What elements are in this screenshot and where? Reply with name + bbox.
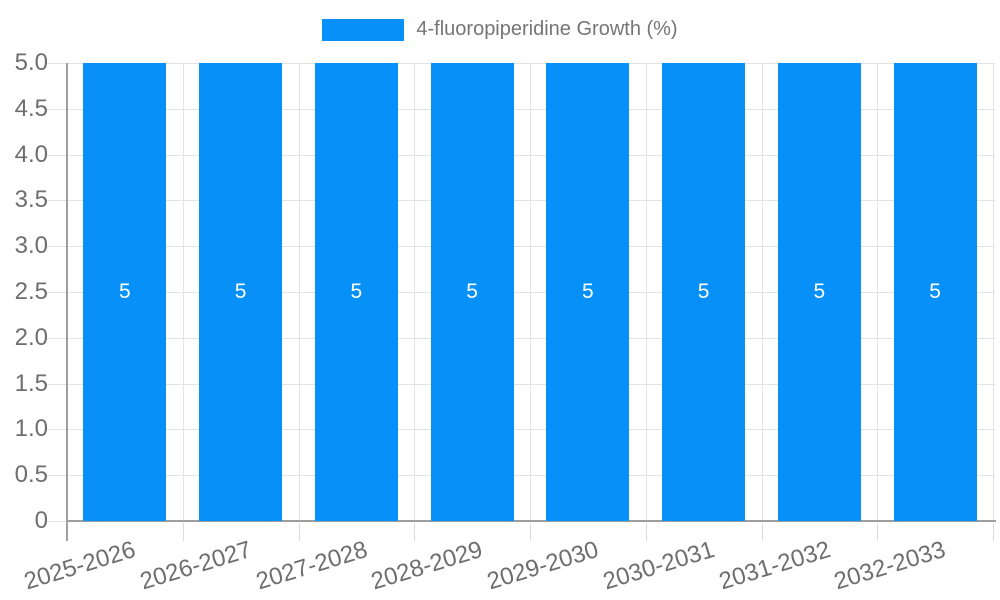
y-axis-tick-label: 0: [34, 507, 48, 534]
legend-item[interactable]: 4-fluoropiperidine Growth (%): [0, 18, 1000, 41]
y-axis-tick-label: 1.0: [14, 415, 48, 443]
bar[interactable]: [777, 63, 861, 521]
y-axis-tick-label: 0.5: [14, 461, 48, 489]
x-tick-mark: [298, 523, 300, 541]
y-axis-tick-label: 2.0: [14, 323, 48, 351]
x-gridline: [414, 63, 416, 521]
y-axis-tick-label: 5.0: [14, 49, 48, 76]
y-axis-line: [66, 63, 68, 541]
bar-value-label: 5: [119, 280, 131, 303]
bar-value-label: 5: [813, 280, 826, 303]
y-gridline: [47, 63, 995, 64]
bar[interactable]: [893, 63, 977, 521]
x-gridline: [761, 63, 763, 521]
bar[interactable]: [430, 63, 514, 521]
x-gridline: [182, 63, 184, 521]
y-gridline: [47, 200, 995, 202]
y-gridline: [47, 475, 995, 477]
bar-value-label: 5: [582, 280, 594, 303]
y-gridline: [47, 292, 995, 293]
x-axis-tick-label: 2026-2027: [136, 536, 255, 596]
bar-value-label: 5: [697, 280, 710, 303]
bar-value-label: 5: [350, 280, 363, 303]
x-tick-mark: [761, 523, 763, 541]
bar-value-label: 5: [929, 280, 941, 303]
x-tick-mark: [877, 523, 879, 541]
y-gridline: [47, 108, 995, 110]
x-axis-tick-label: 2030-2031: [599, 536, 718, 596]
x-tick-mark: [530, 523, 531, 541]
bar[interactable]: [662, 63, 746, 521]
x-axis-tick-label: 2025-2026: [21, 536, 139, 596]
bar[interactable]: [83, 63, 167, 521]
bar[interactable]: [314, 63, 398, 521]
y-axis-tick-label: 1.5: [14, 369, 48, 397]
bar-value-label: 5: [466, 280, 478, 303]
bar[interactable]: [199, 63, 283, 521]
x-gridline: [298, 63, 300, 521]
x-axis-line: [66, 520, 996, 522]
y-gridline: [47, 246, 995, 248]
x-gridline: [530, 63, 531, 521]
y-axis-tick-label: 3.0: [14, 232, 48, 260]
x-gridline: [993, 63, 994, 521]
y-axis-tick-label: 4.5: [14, 94, 48, 122]
x-axis-tick-label: 2028-2029: [368, 536, 487, 596]
x-tick-mark: [993, 523, 994, 541]
bar-value-label: 5: [234, 280, 247, 303]
y-gridline: [47, 429, 995, 431]
y-gridline: [47, 154, 995, 156]
x-tick-mark: [182, 523, 184, 541]
y-gridline: [47, 337, 995, 339]
bar[interactable]: [546, 63, 630, 521]
x-axis-tick-label: 2029-2030: [484, 536, 602, 596]
x-axis-tick-label: 2027-2028: [252, 536, 371, 596]
legend-color-swatch: [322, 18, 405, 41]
x-gridline: [645, 63, 647, 521]
y-axis-tick-label: 3.5: [14, 186, 48, 214]
y-tick-mark: [47, 521, 67, 522]
x-tick-mark: [645, 523, 647, 541]
y-axis-tick-label: 2.5: [14, 278, 48, 305]
x-axis-tick-label: 2031-2032: [715, 536, 834, 596]
legend-label: 4-fluoropiperidine Growth (%): [416, 18, 678, 40]
x-tick-mark: [414, 523, 416, 541]
y-axis-tick-label: 4.0: [14, 140, 48, 168]
x-axis-tick-label: 2032-2033: [831, 536, 950, 596]
x-gridline: [877, 63, 879, 521]
y-gridline: [47, 383, 995, 385]
